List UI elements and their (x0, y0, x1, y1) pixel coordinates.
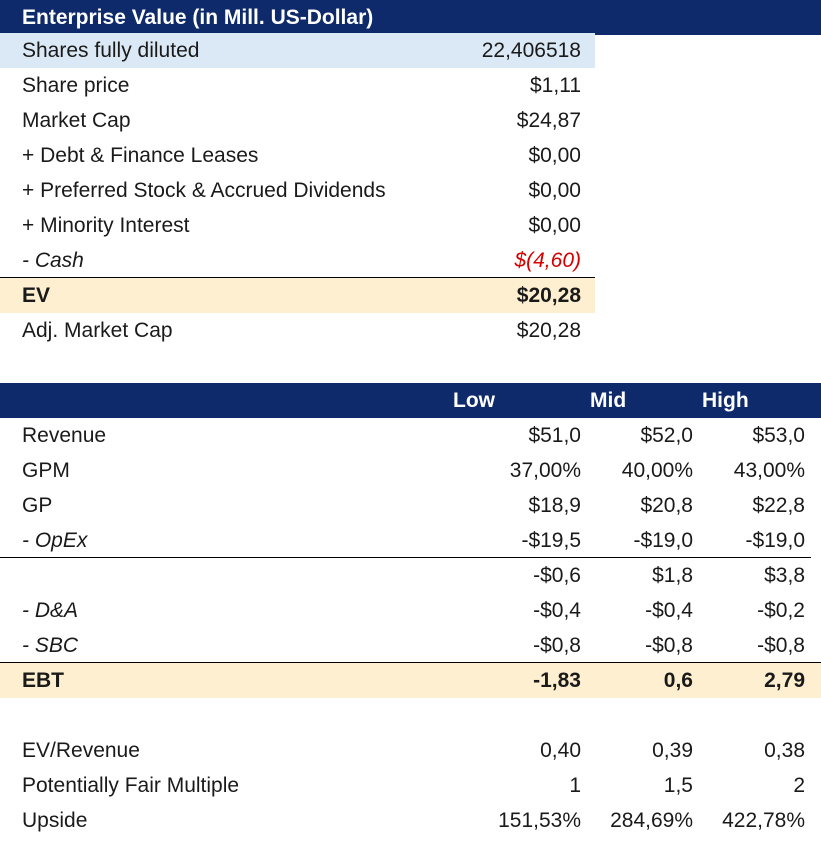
cell-low: 151,53% (498, 808, 581, 832)
ev-row-ev: EV $20,28 (0, 277, 595, 313)
scenario-header: Low Mid High (0, 383, 821, 418)
cell-low: 1 (569, 773, 581, 797)
cell-high: $53,0 (752, 423, 805, 447)
row-label: Revenue (22, 423, 107, 447)
scenario-row-gpm: GPM 37,00% 40,00% 43,00% (0, 453, 821, 488)
cell-mid: $1,8 (652, 563, 693, 587)
cell-high: $3,8 (764, 563, 805, 587)
cell-high: 2 (793, 773, 805, 797)
ev-value: $0,00 (528, 143, 581, 167)
scenario-row-operating-result: -$0,6 $1,8 $3,8 (0, 557, 811, 593)
row-label: GP (22, 493, 53, 517)
ev-header: Enterprise Value (in Mill. US-Dollar) (0, 0, 821, 35)
ev-label: Share price (22, 73, 130, 97)
column-header-low: Low (453, 388, 495, 412)
scenario-row-ev-revenue: EV/Revenue 0,40 0,39 0,38 (0, 733, 821, 768)
cell-high: 0,38 (764, 738, 805, 762)
ev-value-negative: $(4,60) (514, 248, 581, 272)
cell-low: 37,00% (509, 458, 581, 482)
scenario-row-opex: - OpEx -$19,5 -$19,0 -$19,0 (0, 523, 821, 558)
cell-low: $18,9 (528, 493, 581, 517)
ev-row-shares: Shares fully diluted 22,406518 (0, 33, 595, 68)
cell-low: -$0,6 (533, 563, 581, 587)
column-header-mid: Mid (590, 388, 627, 412)
cell-high: 2,79 (764, 668, 805, 692)
cell-mid: 284,69% (610, 808, 693, 832)
scenario-row-fair-multiple: Potentially Fair Multiple 1 1,5 2 (0, 768, 821, 803)
scenario-row-ebt: EBT -1,83 0,6 2,79 (0, 662, 821, 698)
ev-value: 22,406518 (481, 38, 581, 62)
ev-label: Adj. Market Cap (22, 318, 173, 342)
ev-row-cash: - Cash $(4,60) (0, 243, 821, 278)
cell-low: $51,0 (528, 423, 581, 447)
ev-row-debt: + Debt & Finance Leases $0,00 (0, 138, 821, 173)
scenario-row-upside: Upside 151,53% 284,69% 422,78% (0, 803, 821, 838)
ev-row-adj-market-cap: Adj. Market Cap $20,28 (0, 313, 821, 348)
cell-low: 0,40 (540, 738, 581, 762)
scenario-row-gp: GP $18,9 $20,8 $22,8 (0, 488, 821, 523)
cell-low: -$0,4 (533, 598, 581, 622)
ev-label: + Debt & Finance Leases (22, 143, 259, 167)
cell-mid: $52,0 (640, 423, 693, 447)
ev-row-share-price: Share price $1,11 (0, 68, 821, 103)
cell-mid: -$19,0 (633, 528, 693, 552)
cell-mid: 1,5 (663, 773, 693, 797)
ev-label: - Cash (22, 248, 84, 272)
ev-value: $0,00 (528, 178, 581, 202)
cell-high: $22,8 (752, 493, 805, 517)
cell-low: -$0,8 (533, 633, 581, 657)
ev-value: $20,28 (516, 283, 581, 307)
cell-mid: -$0,8 (645, 633, 693, 657)
ev-row-market-cap: Market Cap $24,87 (0, 103, 821, 138)
cell-high: 43,00% (733, 458, 805, 482)
row-label: EBT (22, 668, 64, 692)
row-label: - OpEx (22, 528, 88, 552)
cell-high: -$0,2 (757, 598, 805, 622)
ev-row-minority: + Minority Interest $0,00 (0, 208, 821, 243)
ev-row-preferred: + Preferred Stock & Accrued Dividends $0… (0, 173, 821, 208)
cell-high: -$19,0 (745, 528, 805, 552)
ev-label: Market Cap (22, 108, 131, 132)
cell-high: -$0,8 (757, 633, 805, 657)
cell-mid: 0,6 (663, 668, 693, 692)
cell-high: 422,78% (722, 808, 805, 832)
ev-value: $1,11 (530, 73, 581, 97)
ev-label: + Minority Interest (22, 213, 190, 237)
ev-label: + Preferred Stock & Accrued Dividends (22, 178, 386, 202)
cell-mid: 0,39 (652, 738, 693, 762)
row-label: Upside (22, 808, 88, 832)
ev-value: $24,87 (516, 108, 581, 132)
ev-value: $0,00 (528, 213, 581, 237)
cell-mid: $20,8 (640, 493, 693, 517)
cell-mid: -$0,4 (645, 598, 693, 622)
row-label: - D&A (22, 598, 79, 622)
ev-title: Enterprise Value (in Mill. US-Dollar) (22, 5, 374, 29)
column-header-high: High (702, 388, 749, 412)
ev-value: $20,28 (516, 318, 581, 342)
cell-low: -$19,5 (521, 528, 581, 552)
cell-low: -1,83 (533, 668, 581, 692)
row-label: Potentially Fair Multiple (22, 773, 240, 797)
row-label: EV/Revenue (22, 738, 140, 762)
scenario-row-revenue: Revenue $51,0 $52,0 $53,0 (0, 418, 821, 453)
ev-label: EV (22, 283, 51, 307)
row-label: - SBC (22, 633, 79, 657)
cell-mid: 40,00% (621, 458, 693, 482)
scenario-row-sbc: - SBC -$0,8 -$0,8 -$0,8 (0, 628, 821, 663)
row-label: GPM (22, 458, 70, 482)
ev-label: Shares fully diluted (22, 38, 200, 62)
scenario-row-da: - D&A -$0,4 -$0,4 -$0,2 (0, 593, 821, 628)
